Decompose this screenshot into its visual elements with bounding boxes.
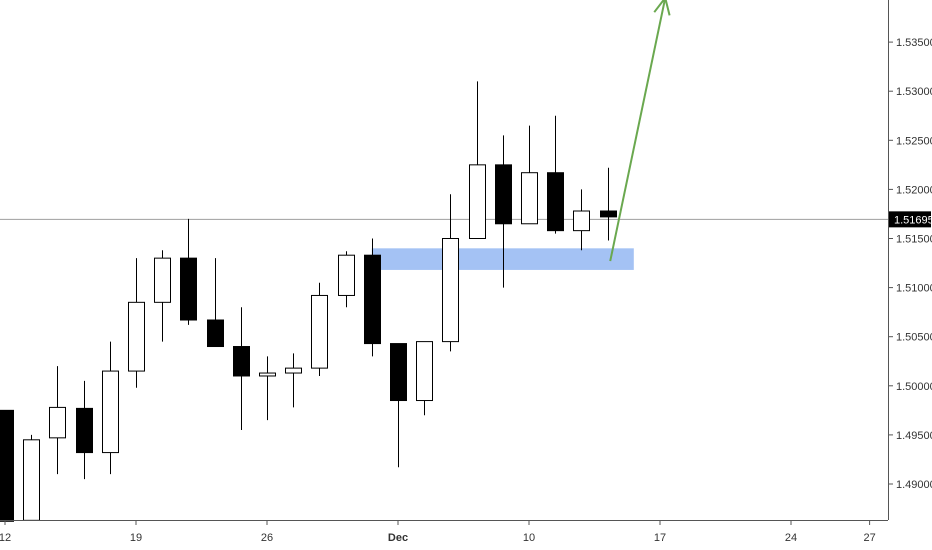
candle-body-bullish (154, 257, 171, 303)
x-tick-label: 19 (130, 532, 142, 544)
candle-body-bearish (547, 172, 564, 232)
candle-body-bullish (285, 367, 302, 374)
candle-body-bearish (76, 407, 93, 454)
x-tick-label: Dec (388, 532, 408, 544)
candle-body-bearish (180, 257, 197, 321)
candle-body-bullish (128, 301, 145, 372)
candle-body-bullish (416, 341, 433, 402)
candle-body-bearish (600, 210, 617, 218)
y-tick-label: 1.49500 (896, 430, 932, 442)
candles-layer (0, 81, 617, 522)
candle (0, 409, 14, 522)
x-tick-label: 17 (654, 532, 666, 544)
support-zone-layer (371, 248, 634, 270)
candle-body-bullish (102, 370, 119, 454)
y-tick-label: 1.51500 (896, 234, 932, 246)
candle (416, 341, 433, 416)
y-tick-label: 1.50500 (896, 332, 932, 344)
projection-arrow-head (653, 0, 671, 16)
y-tick-label: 1.50000 (896, 381, 932, 393)
candle (76, 380, 93, 480)
projection-arrow-layer (609, 0, 671, 262)
x-tick-label: 24 (785, 532, 797, 544)
candle (521, 125, 538, 225)
candle (311, 282, 328, 376)
candle (338, 251, 355, 308)
candle-body-bullish (23, 439, 40, 521)
candle-body-bullish (521, 172, 538, 225)
y-tick-label: 1.52000 (896, 184, 932, 196)
y-tick-label: 1.53500 (896, 37, 932, 49)
candle-body-bearish (495, 164, 512, 225)
candle-body-bearish (233, 346, 250, 377)
candle-body-bullish (311, 294, 328, 369)
candle-body-bearish (390, 343, 407, 402)
current-price-badge (889, 211, 931, 228)
candle (600, 167, 617, 241)
candle (364, 238, 381, 357)
candle (259, 356, 276, 421)
y-tick-label: 1.51000 (896, 283, 932, 295)
candle (207, 258, 224, 348)
candle (469, 81, 486, 240)
candle (442, 194, 459, 352)
candle-body-bearish (364, 254, 381, 345)
candle (285, 353, 302, 408)
x-tick-label: 27 (863, 532, 875, 544)
candle (23, 434, 40, 521)
candle-body-bullish (469, 164, 486, 240)
y-tick-label: 1.52500 (896, 135, 932, 147)
y-tick-label: 1.53000 (896, 86, 932, 98)
candle (495, 135, 512, 288)
candle-body-bullish (49, 406, 66, 439)
candle (547, 115, 564, 234)
candle-body-bullish (442, 238, 459, 343)
candle (233, 307, 250, 430)
candle (154, 250, 171, 342)
candle-body-bearish (207, 319, 224, 348)
candle (180, 218, 197, 325)
candle-body-bullish (259, 372, 276, 377)
x-tick-label: 10 (523, 532, 535, 544)
candle (573, 189, 590, 251)
x-tick-label: 12 (0, 532, 11, 544)
projection-arrow-shaft (609, 0, 666, 262)
y-tick-label: 1.49000 (896, 479, 932, 491)
candle (390, 343, 407, 468)
x-tick-label: 26 (261, 532, 273, 544)
candle-body-bearish (0, 409, 14, 522)
candle (128, 258, 145, 388)
candle-body-bullish (338, 254, 355, 296)
current-price-label: 1.51695 (894, 214, 932, 226)
candle-body-bullish (573, 210, 590, 232)
support-zone (371, 248, 634, 270)
candle (102, 341, 119, 475)
candle (49, 366, 66, 475)
